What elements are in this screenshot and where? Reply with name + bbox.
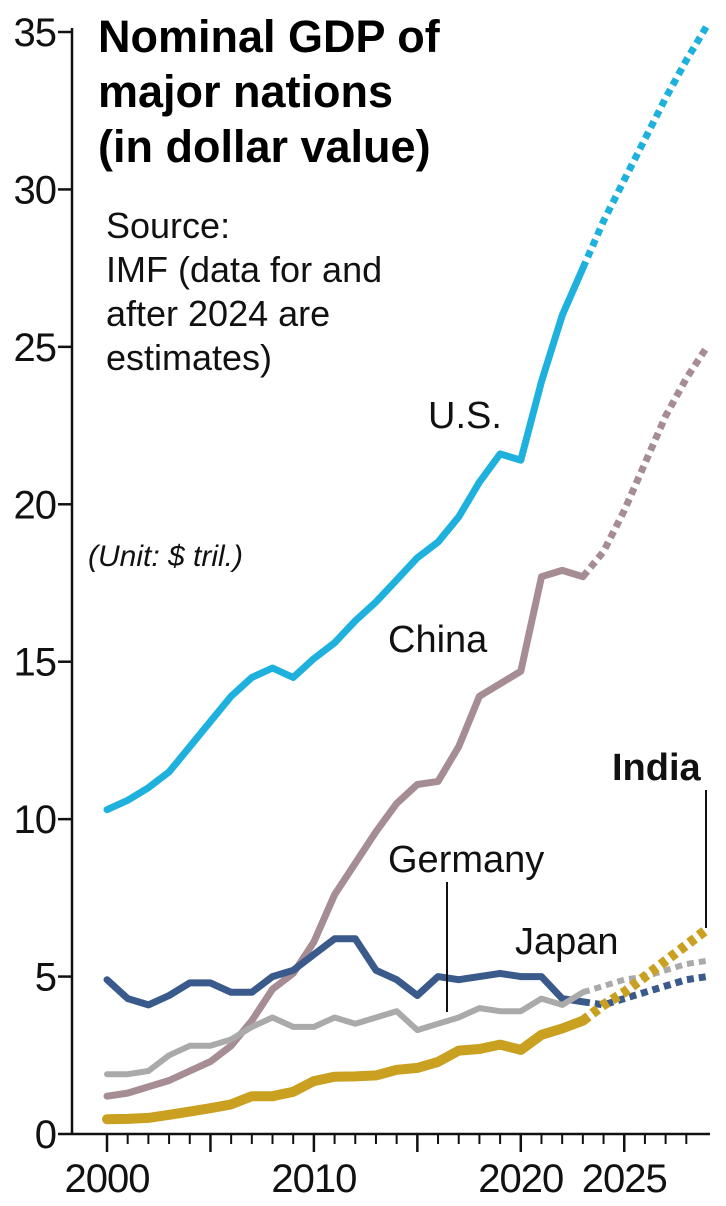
unit-label: (Unit: $ tril.) xyxy=(88,540,243,573)
x-tick-label-2020: 2020 xyxy=(478,1157,563,1201)
source-line-4: estimates) xyxy=(106,337,272,378)
series-line-germany xyxy=(104,989,586,1078)
series-label-germany: Germany xyxy=(388,839,544,881)
chart-title-line-2: major nations xyxy=(98,66,393,117)
source-line-3: after 2024 are xyxy=(106,293,330,334)
series-estimate-line-india xyxy=(579,925,711,1025)
series-label-india: India xyxy=(612,747,702,789)
chart-title-line-1: Nominal GDP of xyxy=(98,11,441,62)
series-label-china: China xyxy=(388,619,488,661)
series-line-us xyxy=(103,264,587,814)
series-layer xyxy=(102,23,711,1125)
x-tick-label-2010: 2010 xyxy=(271,1157,356,1201)
y-tick-label-25: 25 xyxy=(14,326,57,370)
series-label-japan: Japan xyxy=(515,921,619,963)
y-tick-label-10: 10 xyxy=(14,798,57,842)
text-layer: Nominal GDP of major nations (in dollar … xyxy=(88,11,707,1012)
x-tick-label-2000: 2000 xyxy=(65,1157,150,1201)
y-tick-label-30: 30 xyxy=(14,168,57,212)
series-estimate-line-japan xyxy=(582,973,708,1009)
y-tick-label-20: 20 xyxy=(14,483,57,527)
series-line-china xyxy=(103,566,587,1100)
source-line-1: Source: xyxy=(106,205,230,246)
source-line-2: IMF (data for and xyxy=(106,249,382,290)
series-line-india xyxy=(102,1015,588,1125)
x-tick-label-2025: 2025 xyxy=(582,1157,667,1201)
y-tick-label-0: 0 xyxy=(35,1113,56,1157)
series-estimate-line-us xyxy=(579,23,711,270)
y-tick-label-35: 35 xyxy=(14,11,57,55)
series-estimate-line-china xyxy=(580,344,710,579)
y-tick-label-5: 5 xyxy=(35,956,56,1000)
series-line-japan xyxy=(103,935,587,1009)
series-label-us: U.S. xyxy=(428,395,502,437)
chart-title-line-3: (in dollar value) xyxy=(98,121,431,172)
y-tick-label-15: 15 xyxy=(14,641,57,685)
